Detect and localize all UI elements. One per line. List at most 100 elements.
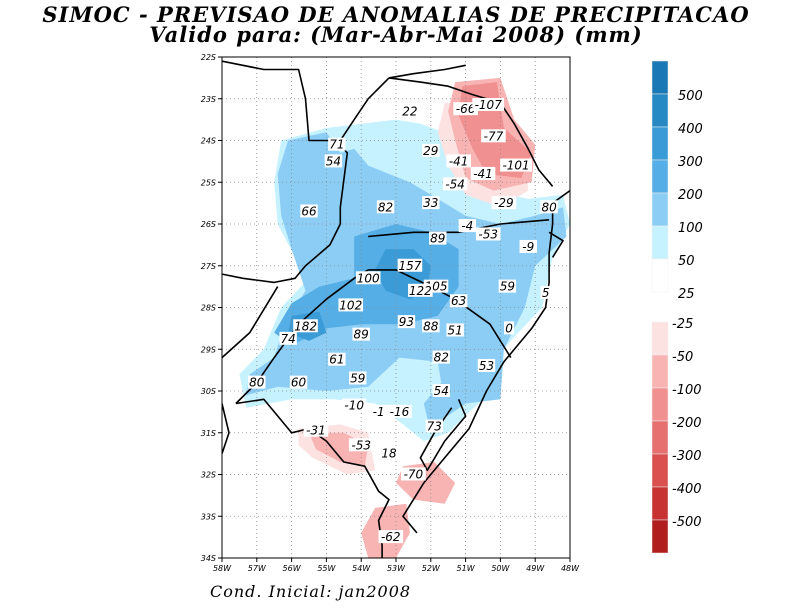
value-label-bg	[378, 530, 404, 544]
value-label-bg	[408, 283, 433, 297]
lat-tick-label: 34S	[201, 554, 216, 563]
uruguay-border-line	[235, 398, 390, 558]
value-label: 5	[542, 286, 550, 300]
value-label-bg	[380, 446, 398, 460]
legend-label: 25	[678, 287, 695, 302]
value-label-bg	[446, 323, 464, 337]
value-label: 80	[541, 200, 557, 214]
paraguay-border-line	[222, 60, 349, 224]
value-label-bg	[470, 166, 496, 180]
legend-label: -500	[672, 515, 702, 530]
value-label-bg	[352, 327, 370, 341]
value-label: -16	[390, 405, 410, 419]
lon-tick-label: 52W	[422, 564, 441, 573]
value-label-bg	[432, 350, 450, 364]
value-label-bg	[324, 154, 343, 168]
legend-label: 500	[678, 89, 703, 104]
legend-label: -50	[672, 350, 693, 365]
lat-tick-label: 31S	[201, 429, 216, 438]
legend-swatch	[651, 126, 669, 161]
value-label: 60	[291, 376, 307, 390]
value-label: 71	[329, 138, 344, 152]
value-label: 93	[399, 315, 414, 329]
value-label-bg	[446, 154, 471, 168]
value-label: -107	[475, 98, 503, 112]
value-label: 82	[378, 200, 393, 214]
legend-swatch	[651, 258, 669, 293]
coast-islands-line	[548, 231, 564, 258]
map-subtitle: Valido para: (Mar-Abr-Mai 2008) (mm)	[149, 22, 643, 47]
legend-swatch	[651, 420, 669, 455]
value-label: -41	[473, 167, 493, 181]
legend-label: -25	[672, 317, 693, 332]
value-label-bg	[338, 298, 364, 312]
value-label-bg	[540, 285, 551, 299]
value-label: 102	[339, 298, 362, 312]
argentina-border-line	[222, 286, 279, 359]
legend-swatch	[651, 453, 669, 488]
value-label: 66	[301, 204, 317, 218]
lon-tick-label: 58W	[213, 564, 232, 573]
value-label: 59	[500, 280, 515, 294]
value-label-bg	[401, 467, 426, 481]
lon-tick-label: 55W	[317, 564, 336, 573]
value-label: 80	[249, 376, 265, 390]
value-label-bg	[432, 384, 450, 397]
value-label: -41	[449, 154, 469, 168]
value-label-bg	[422, 196, 440, 210]
lat-tick-label: 29S	[201, 345, 216, 354]
value-label-bg	[500, 158, 532, 172]
value-label: -9	[522, 240, 534, 254]
value-label: -53	[478, 227, 498, 241]
value-label: -70	[404, 468, 424, 482]
value-label: -54	[445, 177, 465, 191]
value-label: 54	[326, 154, 341, 168]
value-label-bg	[472, 98, 505, 112]
value-label: -1	[373, 405, 385, 419]
legend-label: 300	[678, 155, 703, 170]
north-river-line	[388, 64, 466, 79]
lat-tick-label: 27S	[201, 262, 216, 271]
lon-tick-label: 49W	[526, 564, 545, 573]
value-label: 100	[357, 271, 380, 285]
value-label-bg	[397, 258, 423, 272]
value-label-bg	[453, 102, 478, 116]
value-label-bg	[348, 438, 374, 452]
value-label-bg	[355, 271, 381, 285]
value-label-bg	[376, 200, 395, 214]
color-legend: 500 400 300 200 100 50 25 -25 -50 -100 -200 -300 -40…	[651, 60, 703, 554]
value-label-bg	[458, 219, 477, 233]
legend-swatch	[651, 354, 669, 389]
value-label-bg	[387, 404, 412, 418]
value-label-bg	[328, 137, 346, 151]
legend-label: 100	[678, 221, 703, 236]
value-label-bg	[422, 319, 440, 333]
value-label: -29	[494, 196, 514, 210]
lon-tick-label: 53W	[387, 564, 406, 573]
value-label-bg	[429, 231, 447, 245]
lat-tick-label: 26S	[201, 220, 216, 229]
value-label: 53	[479, 359, 494, 373]
value-labels: 22 -66 -107 -77 71 29 54 -41 -101 -41 -54 33 82 -29 80…	[248, 98, 558, 544]
legend-label: -400	[672, 482, 702, 497]
lon-tick-label: 56W	[283, 564, 302, 573]
map-title: SIMOC - PREVISAO DE ANOMALIAS DE PRECIPI…	[42, 2, 750, 27]
value-label: -53	[351, 438, 371, 452]
value-label-bg	[504, 321, 515, 335]
value-label-bg	[279, 331, 297, 345]
lat-tick-label: 25S	[201, 178, 216, 187]
value-label: 157	[398, 259, 421, 273]
lat-tick-label: 30S	[201, 387, 216, 396]
lagoa-dos-patos-line	[419, 398, 467, 472]
value-label-bg	[540, 200, 558, 214]
value-label-bg	[425, 419, 443, 433]
legend-label: -300	[672, 449, 702, 464]
value-label-bg	[449, 294, 468, 308]
value-label: 122	[409, 284, 432, 298]
lon-tick-label: 51W	[457, 564, 476, 573]
value-label-bg	[328, 352, 346, 366]
value-label-bg	[248, 375, 266, 389]
value-label: 51	[448, 323, 463, 337]
value-label: 59	[350, 371, 365, 385]
sc-border-line	[368, 269, 512, 359]
